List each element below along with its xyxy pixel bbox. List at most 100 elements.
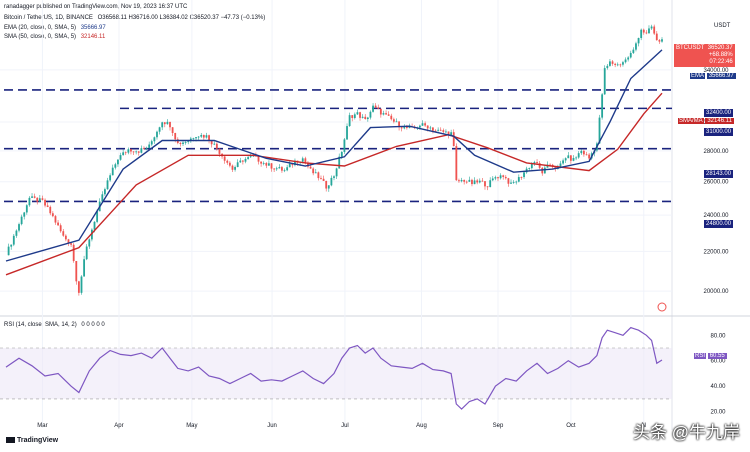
candle-up: [403, 126, 406, 129]
time-tick-label: Aug: [416, 423, 427, 429]
candle-down: [447, 131, 450, 136]
candle-down: [385, 113, 387, 115]
candle-down: [486, 186, 489, 188]
rsi-legend[interactable]: RSI (14, close, SMA, 14, 2) 0 0 0 0 0: [4, 321, 108, 329]
candle-up: [200, 134, 203, 137]
candle-down: [270, 163, 273, 169]
candle-up: [523, 172, 525, 178]
candle-up: [25, 205, 28, 213]
candle-up: [96, 211, 99, 222]
candle-up: [603, 68, 606, 95]
candle-down: [364, 116, 367, 120]
candle-up: [340, 151, 343, 157]
tradingview-logo-icon: [6, 437, 15, 444]
ema-tag-label: EMA: [690, 73, 706, 79]
candle-down: [400, 127, 403, 129]
candle-down: [507, 178, 510, 184]
candle-down: [130, 149, 132, 152]
candle-down: [645, 32, 648, 34]
candle-up: [83, 259, 86, 277]
candle-down: [320, 178, 322, 179]
sma-50-line: [5, 92, 663, 276]
candle-down: [202, 134, 205, 138]
candle-down: [51, 213, 54, 217]
candle-down: [304, 158, 307, 163]
candle-up: [135, 151, 138, 153]
candle-up: [314, 172, 317, 174]
candle-down: [452, 132, 455, 147]
ema-legend-label: EMA (20, close, 0, SMA, 5): [4, 25, 77, 31]
candle-up: [213, 143, 216, 145]
candle-up: [187, 141, 190, 143]
candle-down: [57, 222, 59, 226]
candle-down: [208, 135, 210, 141]
candle-down: [223, 156, 226, 161]
candle-up: [111, 167, 114, 176]
candle-up: [10, 244, 13, 247]
candle-up: [408, 126, 411, 128]
sma-tag-label: SMA/MA: [678, 118, 704, 124]
candle-up: [606, 65, 609, 69]
candle-down: [390, 115, 393, 120]
candle-up: [494, 177, 497, 179]
candle-down: [54, 216, 57, 223]
candle-down: [291, 163, 294, 166]
candle-up: [150, 141, 153, 145]
sma-legend[interactable]: SMA (50, close, 0, SMA, 5) 32146.11: [4, 33, 108, 41]
candle-up: [361, 116, 364, 118]
candle-down: [215, 143, 218, 149]
tradingview-logo[interactable]: TradingView: [6, 437, 58, 444]
candle-up: [366, 117, 369, 120]
tradingview-brand: TradingView: [17, 437, 59, 444]
price-tick-label: 28000.00: [703, 149, 729, 155]
candle-down: [62, 231, 65, 236]
candle-up: [335, 168, 338, 177]
candle-down: [398, 121, 400, 128]
candle-up: [38, 198, 41, 202]
candle-up: [268, 163, 270, 166]
btc-price-tag: BTCUSDT 36520.37 +68.88% 07:22:46: [674, 44, 735, 67]
candle-up: [12, 235, 15, 245]
ema-legend[interactable]: EMA (20, close, 0, SMA, 5) 35666.97: [4, 24, 109, 32]
candle-down: [260, 161, 263, 164]
candle-down: [322, 178, 325, 181]
candle-up: [635, 43, 637, 50]
candle-down: [179, 142, 182, 144]
candle-down: [536, 162, 538, 164]
candle-up: [7, 246, 10, 256]
candle-up: [624, 59, 627, 63]
price-tick-label: 20000.00: [703, 289, 729, 295]
candle-up: [348, 115, 351, 127]
candle-down: [455, 146, 458, 181]
price-tick-label: 34000.00: [703, 68, 729, 74]
candle-down: [143, 148, 145, 149]
candle-up: [562, 160, 564, 164]
candle-down: [228, 162, 231, 166]
candle-down: [484, 181, 486, 187]
candle-up: [109, 175, 112, 181]
rsi-tick-label: 80.00: [710, 333, 726, 339]
candle-up: [236, 162, 239, 168]
candle-up: [205, 135, 208, 138]
candle-down: [377, 107, 380, 109]
candle-up: [294, 160, 296, 166]
candle-up: [356, 112, 359, 115]
candle-down: [658, 40, 661, 42]
sma-price-tag: SMA/MA 32146.11: [676, 117, 736, 125]
candle-down: [273, 168, 276, 170]
candle-up: [650, 26, 653, 29]
candle-up: [460, 179, 463, 182]
candle-up: [395, 121, 398, 123]
candle-up: [327, 185, 330, 189]
currency-label: USDT: [714, 23, 731, 29]
candle-up: [510, 182, 512, 184]
candle-up: [88, 239, 91, 247]
candle-down: [442, 130, 445, 132]
candle-down: [387, 114, 390, 116]
candle-up: [31, 196, 33, 198]
candle-up: [489, 180, 492, 188]
candle-down: [614, 63, 617, 65]
candle-down: [124, 152, 127, 154]
price-tick-label: 26000.00: [703, 180, 729, 186]
